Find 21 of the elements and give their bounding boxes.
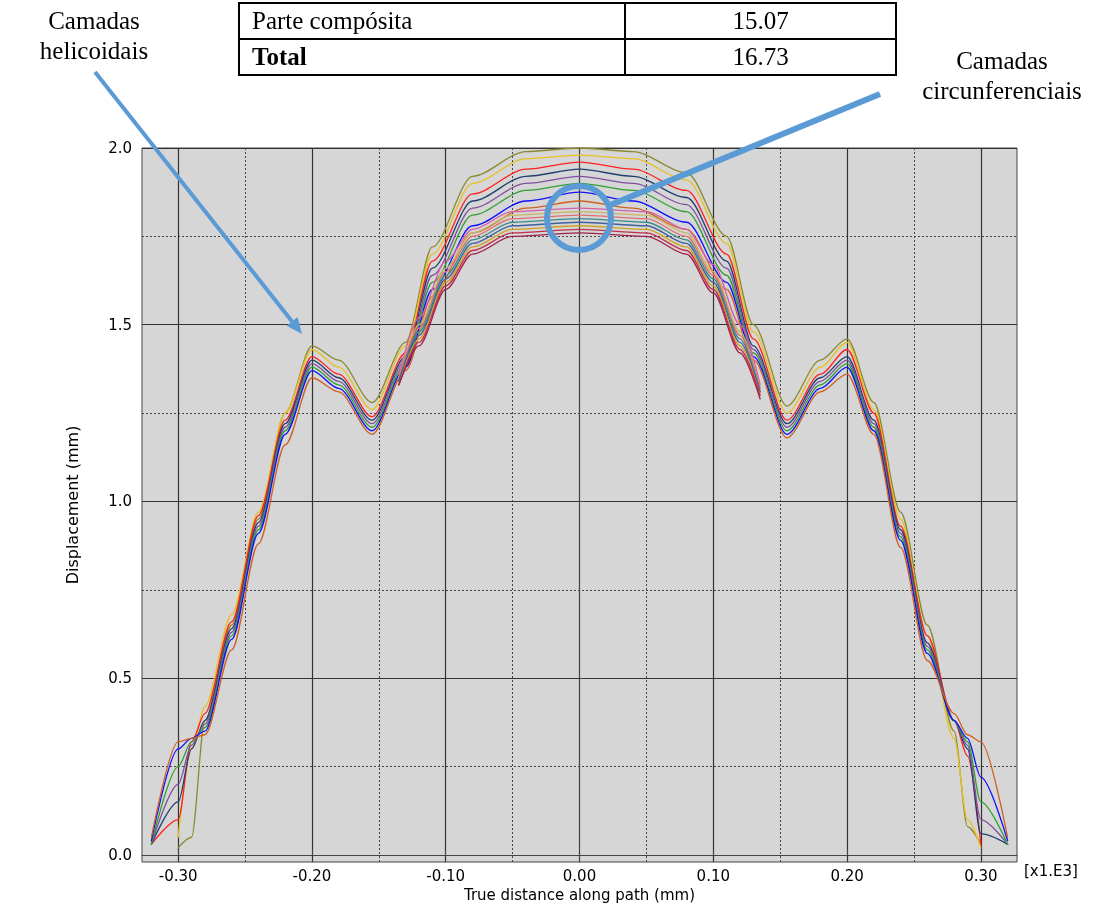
- x-tick-label: -0.10: [426, 866, 466, 885]
- text: 15.07: [625, 3, 896, 39]
- y-tick-label: 0.5: [108, 669, 132, 688]
- y-tick-label: 0.0: [108, 845, 132, 864]
- x-axis-title: True distance along path (mm): [462, 886, 696, 905]
- x-tick-label: 0.20: [830, 866, 864, 885]
- x-tick-label: 0.30: [964, 866, 998, 885]
- y-tick-label: 2.0: [108, 139, 132, 157]
- x-tick-label: 0.10: [696, 866, 730, 885]
- text: 16.73: [625, 39, 896, 75]
- x-tick-label: -0.20: [292, 866, 332, 885]
- x-tick-label: -0.30: [158, 866, 198, 885]
- y-tick-label: 1.5: [108, 315, 132, 334]
- x-tick-label: 0.00: [562, 866, 597, 885]
- text: Parte compósita: [239, 3, 625, 39]
- y-axis-title: Displacement (mm): [62, 425, 82, 585]
- text: [x1.E3]: [1024, 862, 1078, 880]
- text: Camadas helicoidais: [38, 6, 150, 66]
- text: Camadas circunferenciais: [921, 46, 1083, 106]
- text: Total: [239, 39, 625, 75]
- y-tick-label: 1.0: [108, 492, 132, 511]
